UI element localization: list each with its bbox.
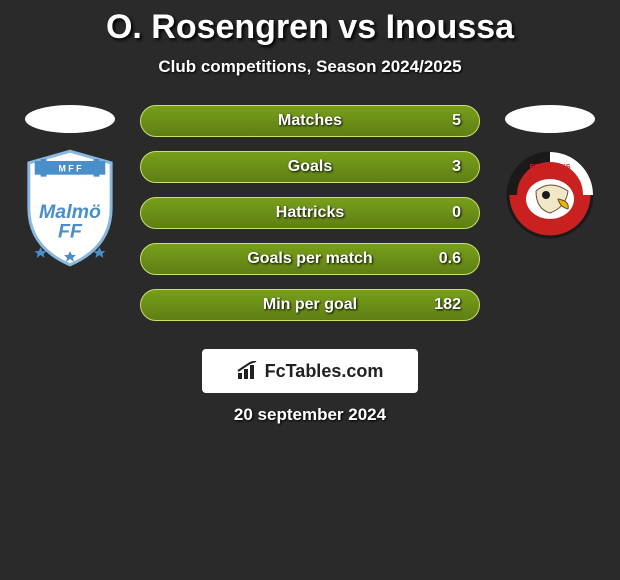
left-club-badge: M F F Malmö FF [21,159,119,257]
left-player-column: M F F Malmö FF [18,105,122,257]
stat-row-min-per-goal: Min per goal 182 [140,289,480,321]
stat-row-matches: Matches 5 [140,105,480,137]
left-player-photo-placeholder [25,105,115,133]
stat-label: Hattricks [276,204,344,222]
right-club-badge: REDHAWKS [506,151,594,239]
brand-text: FcTables.com [265,361,384,382]
date-text: 20 september 2024 [0,405,620,425]
svg-text:FF: FF [58,220,83,242]
stat-row-hattricks: Hattricks 0 [140,197,480,229]
redhawks-crest-icon: REDHAWKS [506,151,594,239]
stat-row-goals-per-match: Goals per match 0.6 [140,243,480,275]
brand-badge[interactable]: FcTables.com [202,349,418,393]
malmo-ff-crest-icon: M F F Malmö FF [21,148,119,268]
subtitle: Club competitions, Season 2024/2025 [0,57,620,77]
stat-value-right: 0.6 [439,250,461,268]
stat-label: Goals per match [247,250,372,268]
stat-value-right: 0 [452,204,461,222]
stat-value-right: 3 [452,158,461,176]
stat-value-right: 5 [452,112,461,130]
stat-label: Goals [288,158,332,176]
right-player-column: REDHAWKS [498,105,602,239]
stat-value-right: 182 [434,296,461,314]
main-row: M F F Malmö FF Matches 5 Goals 3 [0,105,620,321]
bar-chart-icon [237,361,259,381]
stat-row-goals: Goals 3 [140,151,480,183]
stat-label: Min per goal [263,296,357,314]
stats-list: Matches 5 Goals 3 Hattricks 0 Goals per … [140,105,480,321]
right-player-photo-placeholder [505,105,595,133]
stat-label: Matches [278,112,342,130]
svg-text:REDHAWKS: REDHAWKS [530,164,571,171]
page-title: O. Rosengren vs Inoussa [0,8,620,47]
comparison-card: O. Rosengren vs Inoussa Club competition… [0,0,620,425]
svg-text:M F F: M F F [58,164,82,174]
